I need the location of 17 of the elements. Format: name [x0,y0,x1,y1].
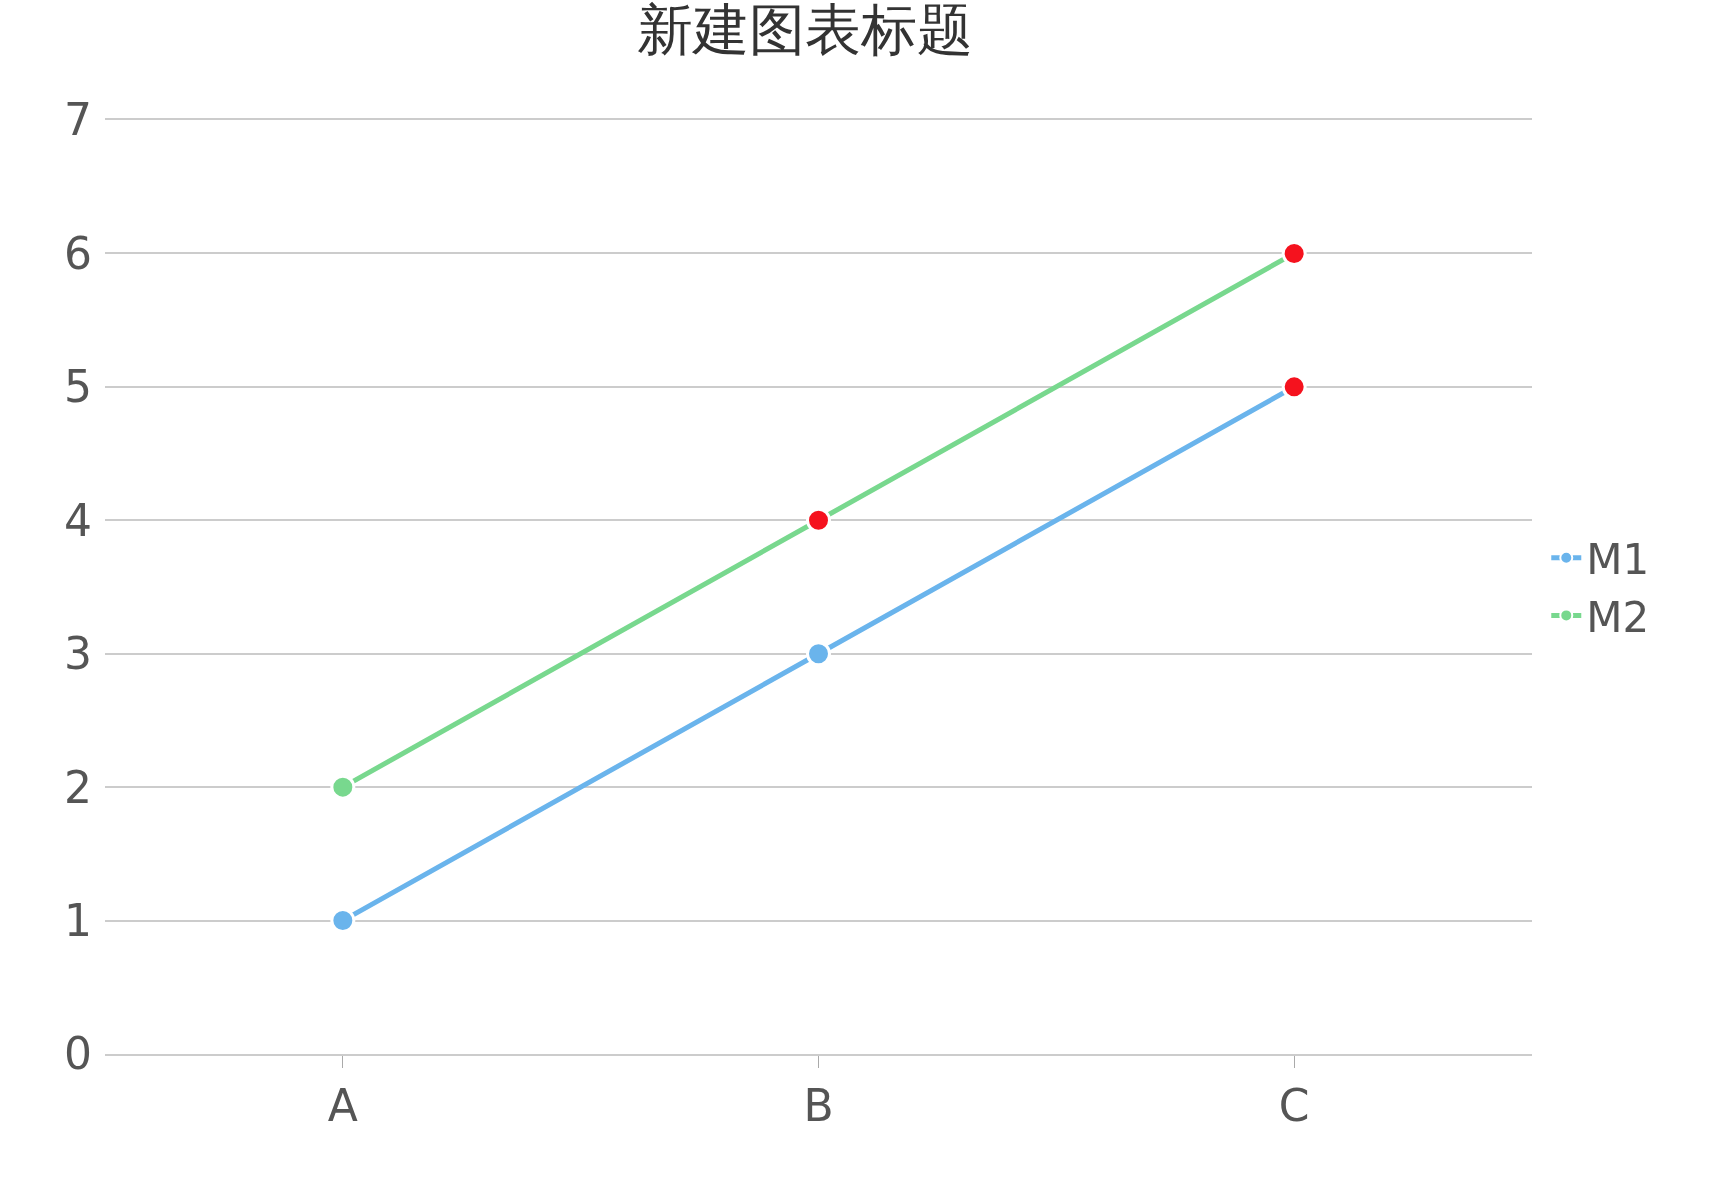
y-tick-label: 5 [64,361,92,413]
y-tick-label: 0 [64,1028,92,1080]
x-tick-label: C [1278,1079,1310,1131]
y-tick-label: 2 [64,761,92,813]
y-tick-label: 4 [64,494,92,546]
x-tick-label: A [327,1079,358,1131]
point [330,774,356,800]
chart-title: 新建图表标题 [637,0,974,62]
x-tick-label: B [803,1079,834,1131]
point [806,507,831,533]
y-tick-label: 6 [64,227,92,279]
y-tick-label: 3 [64,628,92,680]
y-tick-label: 7 [64,94,92,146]
point [806,641,831,667]
legend-label: M1 [1586,535,1650,585]
y-tick-label: 1 [64,894,92,946]
legend-label: M2 [1586,592,1650,642]
